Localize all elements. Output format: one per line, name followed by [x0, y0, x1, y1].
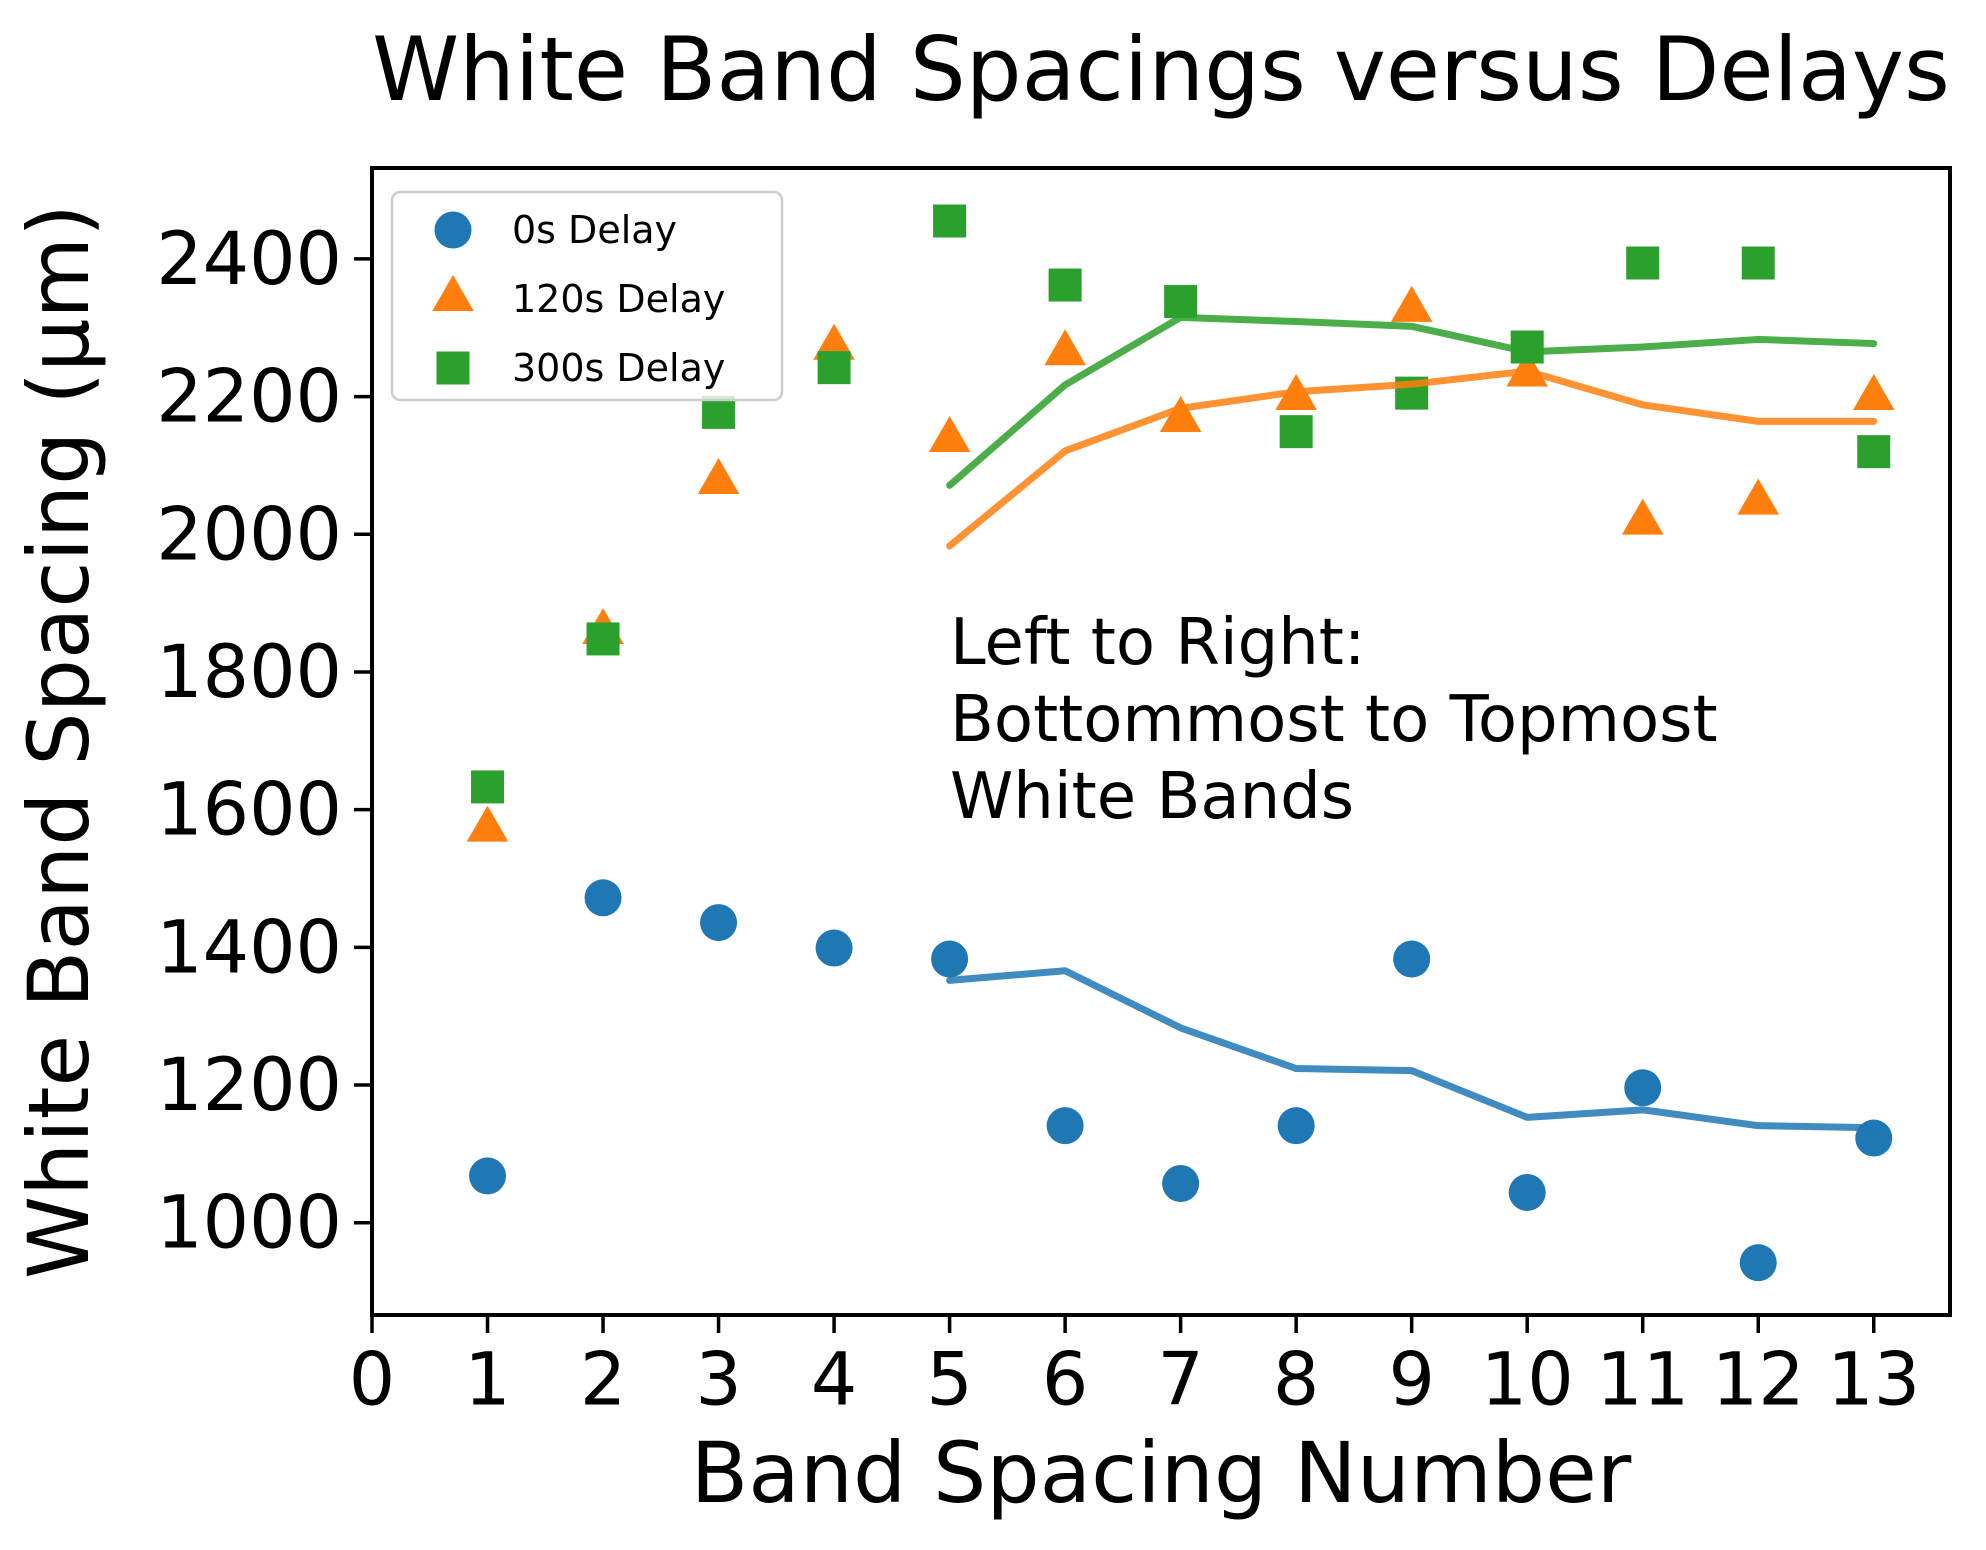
y-axis-label: White Band Spacing (μm)	[10, 204, 108, 1279]
triangle-marker	[1621, 498, 1664, 535]
triangle-marker	[466, 805, 509, 842]
y-axis-tick-label: 2200	[156, 355, 342, 440]
triangle-marker	[1159, 395, 1202, 432]
circle-marker	[1739, 1244, 1777, 1282]
annotation-line: Bottommost to Topmost	[950, 683, 1718, 757]
triangle-marker	[928, 415, 971, 452]
x-axis-tick-label: 9	[1388, 1338, 1434, 1423]
annotation: Left to Right:Bottommost to TopmostWhite…	[950, 606, 1718, 834]
x-axis-tick-label: 11	[1596, 1338, 1689, 1423]
circle-marker	[1277, 1107, 1315, 1145]
triangle-marker	[1390, 285, 1433, 322]
square-marker	[702, 395, 736, 429]
y-axis-tick-label: 1600	[156, 768, 342, 853]
square-marker	[1048, 268, 1082, 302]
circle-marker	[1508, 1173, 1546, 1211]
legend-square-swatch	[436, 351, 470, 385]
x-axis-tick-label: 12	[1712, 1338, 1805, 1423]
triangle-marker	[1737, 478, 1780, 515]
circle-marker	[700, 904, 738, 942]
y-axis-tick-label: 1200	[156, 1043, 342, 1128]
legend-triangle-swatch	[432, 275, 474, 311]
square-marker	[471, 770, 505, 804]
circle-marker	[1046, 1107, 1084, 1145]
circle-marker	[1393, 940, 1431, 978]
circle-marker	[1624, 1069, 1662, 1107]
x-axis-tick-label: 10	[1481, 1338, 1574, 1423]
square-marker	[1741, 246, 1775, 280]
series-300s-delay	[471, 204, 1891, 804]
y-axis-tick-label: 2400	[156, 217, 342, 302]
x-axis-tick-label: 5	[926, 1338, 972, 1423]
x-axis-tick-label: 1	[464, 1338, 510, 1423]
square-marker	[586, 622, 620, 656]
annotation-line: White Bands	[950, 760, 1354, 834]
square-marker	[1857, 435, 1891, 469]
triangle-marker	[697, 457, 740, 494]
circle-marker	[931, 940, 969, 978]
annotation-line: Left to Right:	[950, 606, 1365, 680]
square-marker	[1164, 285, 1198, 319]
y-axis-tick-label: 1400	[156, 905, 342, 990]
x-axis-label: Band Spacing Number	[691, 1424, 1632, 1522]
trend-line-120s-delay	[946, 367, 1878, 550]
y-axis-tick-label: 2000	[156, 492, 342, 577]
x-axis-tick-label: 4	[811, 1338, 857, 1423]
circle-marker	[815, 929, 853, 967]
x-axis-tick-label: 13	[1827, 1338, 1920, 1423]
x-axis-tick-label: 7	[1157, 1338, 1203, 1423]
circle-marker	[1162, 1165, 1200, 1203]
x-axis-tick-label: 6	[1042, 1338, 1088, 1423]
legend-label-300s-delay: 300s Delay	[512, 346, 725, 390]
y-axis-tick-label: 1800	[156, 630, 342, 715]
circle-marker	[469, 1157, 507, 1195]
triangle-marker	[1044, 329, 1086, 366]
triangle-marker	[1852, 373, 1895, 410]
legend-label-120s-delay: 120s Delay	[512, 277, 725, 321]
circle-marker	[584, 879, 622, 917]
square-marker	[933, 204, 967, 238]
x-axis-tick-label: 3	[695, 1338, 741, 1423]
trend-line-300s-delay	[946, 313, 1878, 489]
legend: 0s Delay 120s Delay 300s Delay	[390, 190, 784, 402]
x-axis-tick-label: 8	[1273, 1338, 1319, 1423]
x-axis-tick-label: 0	[349, 1338, 395, 1423]
y-axis-tick-label: 1000	[156, 1181, 342, 1266]
x-axis-tick-label: 2	[580, 1338, 626, 1423]
square-marker	[1626, 246, 1660, 280]
square-marker	[1279, 415, 1313, 449]
legend-circle-swatch	[434, 211, 472, 249]
square-marker	[817, 351, 851, 385]
triangle-marker	[813, 323, 855, 360]
legend-label-0s-delay: 0s Delay	[512, 208, 677, 252]
legend-box	[390, 190, 784, 402]
chart-title: White Band Spacings versus Delays	[372, 18, 1950, 121]
trend-line-0s-delay	[946, 967, 1878, 1132]
